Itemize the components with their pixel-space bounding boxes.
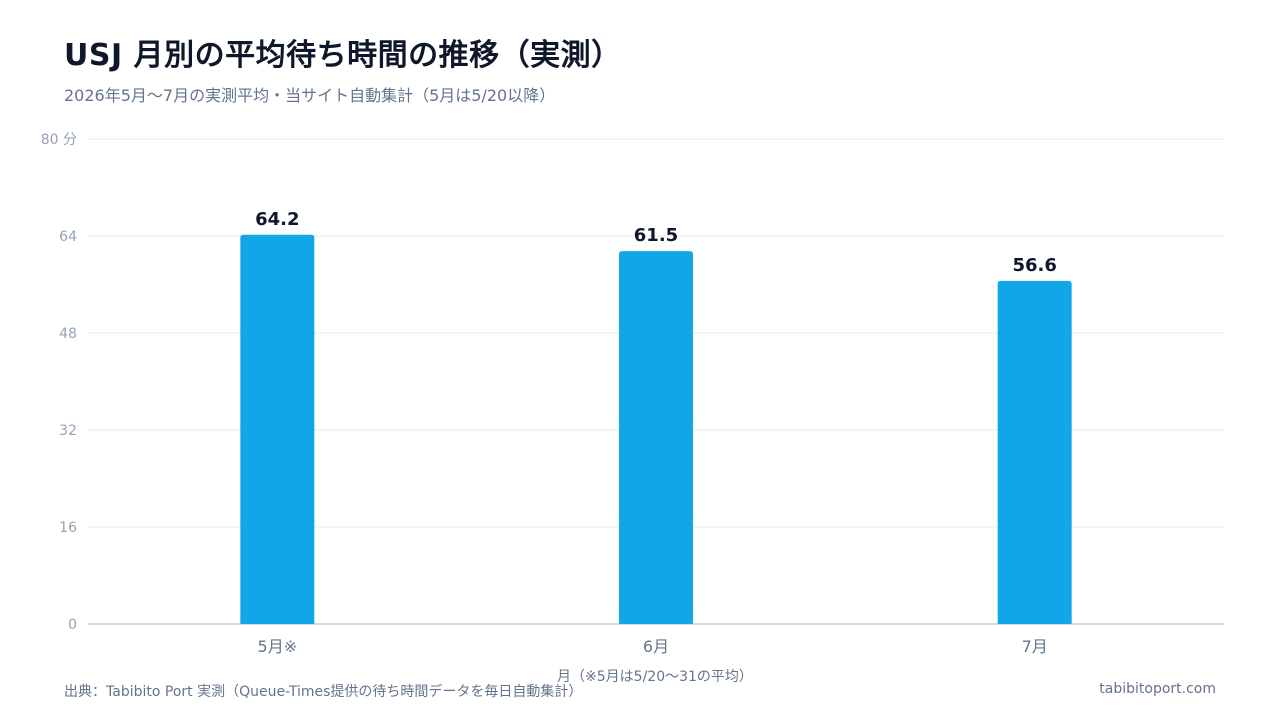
x-tick-label: 7月 <box>1022 637 1048 656</box>
bar <box>997 280 1072 624</box>
y-tick-label: 32 <box>59 423 77 439</box>
site-url: tabibitoport.com <box>1099 681 1216 697</box>
y-tick-label: 80 分 <box>41 132 77 148</box>
data-label: 56.6 <box>1012 255 1056 276</box>
x-tick-label: 5月※ <box>258 637 298 656</box>
y-tick-label: 16 <box>59 520 77 536</box>
x-tick-label: 6月 <box>643 637 669 656</box>
x-axis-label: 月（※5月は5/20〜31の平均） <box>557 669 753 685</box>
y-tick-label: 48 <box>59 326 77 342</box>
data-label: 64.2 <box>255 209 299 230</box>
bar <box>240 234 315 624</box>
data-label: 61.5 <box>634 225 678 246</box>
chart-subtitle: 2026年5月〜7月の実測平均・当サイト自動集計（5月は5/20以降） <box>64 86 556 105</box>
source-note: 出典：Tabibito Port 実測（Queue-Times提供の待ち時間デー… <box>64 684 583 700</box>
chart-title: USJ 月別の平均待ち時間の推移（実測） <box>64 38 622 73</box>
bar <box>619 251 693 624</box>
y-tick-label: 0 <box>68 617 77 633</box>
y-tick-label: 64 <box>59 229 77 245</box>
